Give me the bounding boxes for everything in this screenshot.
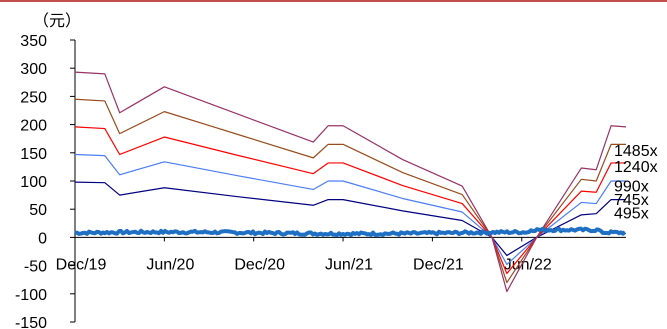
price-series-line bbox=[74, 226, 627, 238]
y-tick-label: 200 bbox=[20, 118, 47, 135]
y-tick-label: -50 bbox=[24, 259, 47, 276]
series-label-495x: 495x bbox=[614, 206, 649, 223]
x-tick-label: Dec/21 bbox=[413, 256, 464, 273]
x-tick-label: Jun/21 bbox=[325, 256, 373, 273]
x-tick-label: Dec/20 bbox=[234, 256, 285, 273]
series-line-990x bbox=[74, 126, 626, 275]
y-tick-label: -150 bbox=[15, 315, 47, 329]
y-tick-label: 100 bbox=[20, 174, 47, 191]
series-line-495x bbox=[74, 181, 626, 257]
top-border bbox=[0, 0, 667, 2]
x-tick-label: Dec/19 bbox=[56, 256, 107, 273]
series-line-1485x bbox=[74, 71, 627, 293]
series-label-1485x: 1485x bbox=[614, 143, 658, 160]
x-tick-label: Jun/20 bbox=[146, 256, 194, 273]
y-tick-label: 300 bbox=[20, 61, 47, 78]
series-line-745x bbox=[74, 153, 626, 266]
series-line-1240x bbox=[74, 98, 626, 284]
series-label-990x: 990x bbox=[614, 179, 649, 196]
y-tick-group: 350 300 250 200 150 100 50 0 -50 -100 -150 bbox=[15, 33, 75, 329]
series-label-1240x: 1240x bbox=[614, 159, 658, 176]
series-group bbox=[74, 71, 627, 293]
y-tick-label: 350 bbox=[20, 33, 47, 50]
y-tick-label: 50 bbox=[29, 202, 47, 219]
price-series-group bbox=[74, 226, 627, 238]
y-tick-label: 0 bbox=[38, 230, 47, 247]
y-tick-label: -100 bbox=[15, 287, 47, 304]
y-axis-unit-label: （元） bbox=[33, 12, 81, 30]
x-tick-label: Jun/22 bbox=[504, 256, 552, 273]
y-tick-label: 250 bbox=[20, 89, 47, 106]
y-tick-label: 150 bbox=[20, 146, 47, 163]
series-label-745x: 745x bbox=[614, 192, 649, 209]
x-tick-group: Dec/19 Jun/20 Dec/20 Jun/21 Dec/21 Jun/22 bbox=[56, 237, 552, 273]
